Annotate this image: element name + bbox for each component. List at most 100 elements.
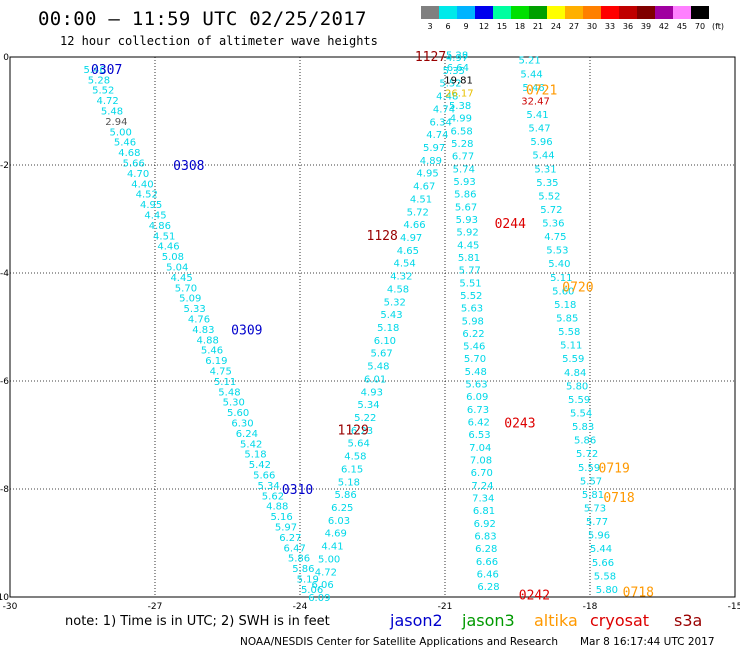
swh-value: 4.75: [544, 232, 566, 243]
swh-value: 4.69: [325, 529, 347, 540]
swh-value: 5.48: [101, 106, 123, 117]
swh-value: 4.75: [210, 366, 232, 377]
swh-value: 5.66: [592, 558, 614, 569]
swh-value: 6.28: [477, 582, 499, 593]
swh-value: 5.86: [574, 436, 596, 447]
pass-label: 0718: [623, 586, 654, 601]
scale-box: [583, 6, 601, 19]
satellite-altika: altika: [534, 611, 578, 630]
swh-value: 5.46: [522, 83, 544, 94]
swh-value: 5.38: [449, 101, 471, 112]
swh-value: 5.22: [354, 413, 376, 424]
swh-value: 6.03: [328, 516, 350, 527]
swh-value: 5.66: [123, 158, 145, 169]
scale-label: 12: [479, 22, 489, 31]
scale-label: 24: [551, 22, 561, 31]
pass-label: 1128: [367, 229, 398, 244]
swh-value: 5.52: [439, 79, 461, 90]
track-s3a-1128: 4.975.355.524.484.746.344.745.974.894.95…: [308, 53, 468, 604]
swh-value: 5.97: [423, 143, 445, 154]
swh-value: 5.72: [540, 205, 562, 216]
swh-value: 2.94: [105, 117, 127, 128]
swh-value: 5.60: [227, 408, 249, 419]
swh-value: 6.53: [468, 430, 490, 441]
swh-value: 6.81: [473, 506, 495, 517]
swh-value: 5.96: [530, 137, 552, 148]
swh-value: 5.19: [297, 574, 319, 585]
scale-label: 33: [605, 22, 615, 31]
swh-value: 6.83: [474, 532, 496, 543]
swh-value: 6.23: [351, 426, 373, 437]
swh-value: 5.48: [465, 367, 487, 378]
satellite-jason2: jason2: [389, 611, 443, 630]
track-cryosat-0243: 5.286.6419.8126.175.384.996.585.286.775.…: [444, 50, 499, 593]
swh-value: 4.88: [266, 502, 288, 513]
swh-value: 6.66: [476, 557, 498, 568]
swh-value: 5.42: [240, 439, 262, 450]
swh-value: 5.86: [288, 554, 310, 565]
swh-value: 5.46: [463, 342, 485, 353]
swh-value: 5.86: [334, 490, 356, 501]
swh-value: 7.08: [470, 456, 492, 467]
swh-value: 6.09: [308, 593, 330, 604]
x-tick-label: -21: [438, 602, 453, 612]
scale-box: [619, 6, 637, 19]
swh-value: 5.51: [459, 278, 481, 289]
footer-timestamp: Mar 8 16:17:44 UTC 2017: [580, 636, 715, 648]
pass-label: 0719: [599, 461, 630, 476]
scale-box: [691, 6, 709, 19]
swh-value: 5.18: [338, 477, 360, 488]
swh-value: 5.06: [301, 585, 323, 596]
swh-value: 26.17: [445, 88, 474, 99]
swh-value: 4.97: [400, 233, 422, 244]
scale-label: 9: [463, 22, 468, 31]
swh-value: 5.36: [542, 219, 564, 230]
swh-value: 5.09: [179, 294, 201, 305]
satellite-cryosat: cryosat: [590, 611, 649, 630]
swh-value: 5.63: [465, 380, 487, 391]
swh-value: 5.46: [201, 346, 223, 357]
swh-value: 4.52: [136, 190, 158, 201]
swh-value: 4.89: [420, 156, 442, 167]
swh-value: 5.28: [451, 139, 473, 150]
swh-value: 5.52: [460, 291, 482, 302]
x-tick-label: -27: [148, 602, 163, 612]
data-tracks: 5.465.285.524.725.482.945.005.464.685.66…: [83, 50, 618, 604]
swh-value: 4.86: [149, 221, 171, 232]
swh-value: 6.42: [468, 418, 490, 429]
swh-value: 5.31: [534, 164, 556, 175]
color-scale-legend: 3 6 9 12 15 18 21 24 27 30 33 36 39 42 45 70 (ft): [421, 6, 724, 31]
swh-value: 5.85: [556, 314, 578, 325]
swh-value: 4.45: [170, 273, 192, 284]
scale-label: 42: [659, 22, 669, 31]
swh-value: 5.59: [578, 463, 600, 474]
swh-value: 5.74: [453, 164, 475, 175]
swh-value: 5.53: [546, 246, 568, 257]
swh-value: 4.97: [446, 53, 468, 64]
scale-label: 45: [677, 22, 687, 31]
swh-value: 4.95: [140, 200, 162, 211]
scale-box: [421, 6, 439, 19]
scale-box: [601, 6, 619, 19]
swh-value: 5.34: [357, 400, 379, 411]
swh-value: 4.54: [393, 259, 415, 270]
swh-value: 5.32: [384, 297, 406, 308]
swh-value: 5.96: [588, 531, 610, 542]
scale-label: 70: [695, 22, 705, 31]
swh-value: 4.41: [321, 542, 343, 553]
swh-value: 6.25: [331, 503, 353, 514]
swh-value: 5.93: [453, 177, 475, 188]
credit-text: NOAA/NESDIS Center for Satellite Applica…: [240, 636, 558, 648]
scale-label: 36: [623, 22, 633, 31]
y-tick-label: -10: [0, 593, 9, 603]
swh-value: 5.44: [520, 69, 542, 80]
swh-value: 5.28: [88, 75, 110, 86]
swh-value: 5.54: [570, 409, 592, 420]
scale-box: [637, 6, 655, 19]
scale-box: [655, 6, 673, 19]
swh-value: 4.45: [457, 240, 479, 251]
pass-label: 0243: [504, 417, 535, 432]
swh-value: 5.44: [532, 151, 554, 162]
scale-label: 6: [445, 22, 450, 31]
swh-value: 4.83: [192, 325, 214, 336]
